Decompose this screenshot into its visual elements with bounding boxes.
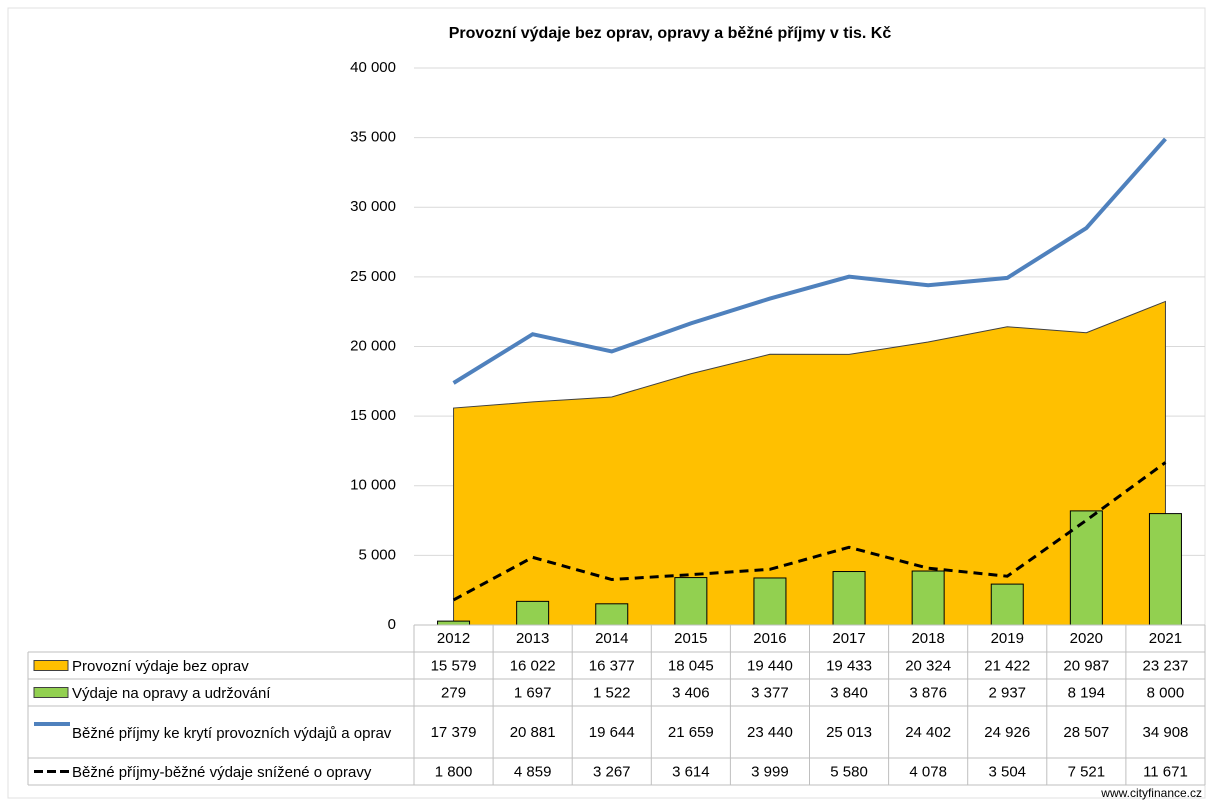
table-cell: 16 022 xyxy=(510,657,556,674)
x-tick-label: 2013 xyxy=(516,630,549,647)
legend-label-box: Běžné příjmy-běžné výdaje snížené o opra… xyxy=(72,764,372,781)
x-tick-label: 2018 xyxy=(911,630,944,647)
table-cell: 24 926 xyxy=(984,724,1030,741)
x-tick-label: 2019 xyxy=(991,630,1024,647)
table-cell: 23 237 xyxy=(1143,657,1189,674)
table-cell: 1 697 xyxy=(514,684,552,701)
y-tick-label: 35 000 xyxy=(350,129,396,146)
x-tick-label: 2016 xyxy=(753,630,786,647)
x-tick-label: 2017 xyxy=(832,630,865,647)
y-tick-label: 0 xyxy=(388,616,396,633)
bar xyxy=(911,570,945,626)
table-cell: 1 522 xyxy=(593,684,631,701)
legend-label-box: Výdaje na opravy a udržování xyxy=(72,685,271,702)
chart-border xyxy=(7,7,1206,799)
table-cell: 3 999 xyxy=(751,763,789,780)
legend-label-box: Běžné příjmy ke krytí provozních výdajů … xyxy=(72,724,392,742)
table-cell: 3 840 xyxy=(830,684,868,701)
legend-swatch xyxy=(33,687,69,698)
table-cell: 25 013 xyxy=(826,724,872,741)
table-cell: 19 644 xyxy=(589,724,635,741)
y-tick-label: 25 000 xyxy=(350,268,396,285)
table-cell: 19 440 xyxy=(747,657,793,674)
table-cell: 21 422 xyxy=(984,657,1030,674)
line xyxy=(452,137,1167,385)
table-cell: 34 908 xyxy=(1143,724,1189,741)
table-cell: 18 045 xyxy=(668,657,714,674)
y-tick-label: 20 000 xyxy=(350,337,396,354)
table-cell: 7 521 xyxy=(1068,763,1106,780)
bar xyxy=(1069,510,1103,626)
legend-label: Běžné příjmy ke krytí provozních výdajů … xyxy=(72,724,392,742)
x-tick-label: 2021 xyxy=(1149,630,1182,647)
bar xyxy=(516,600,550,626)
bar xyxy=(595,603,629,626)
bar xyxy=(832,571,866,626)
legend-label: Provozní výdaje bez oprav xyxy=(72,658,249,675)
table-cell: 279 xyxy=(441,684,466,701)
legend-label: Běžné příjmy-běžné výdaje snížené o opra… xyxy=(72,764,372,781)
legend-swatch xyxy=(33,660,69,671)
x-tick-label: 2015 xyxy=(674,630,707,647)
table-cell: 20 324 xyxy=(905,657,951,674)
table-cell: 8 194 xyxy=(1068,684,1106,701)
bar xyxy=(674,577,708,626)
chart-title: Provozní výdaje bez oprav, opravy a běžn… xyxy=(449,25,892,42)
table-cell: 17 379 xyxy=(431,724,477,741)
y-tick-label: 10 000 xyxy=(350,477,396,494)
x-tick-label: 2014 xyxy=(595,630,628,647)
table-cell: 4 078 xyxy=(909,763,947,780)
table-cell: 20 987 xyxy=(1063,657,1109,674)
bar xyxy=(437,620,471,626)
x-tick-label: 2012 xyxy=(437,630,470,647)
table-cell: 19 433 xyxy=(826,657,872,674)
table-cell: 4 859 xyxy=(514,763,552,780)
table-cell: 20 881 xyxy=(510,724,556,741)
table-cell: 3 876 xyxy=(909,684,947,701)
table-cell: 1 800 xyxy=(435,763,473,780)
table-cell: 24 402 xyxy=(905,724,951,741)
table-cell: 16 377 xyxy=(589,657,635,674)
y-tick-label: 30 000 xyxy=(350,198,396,215)
line xyxy=(452,461,1167,602)
table-cell: 3 406 xyxy=(672,684,710,701)
table-cell: 5 580 xyxy=(830,763,868,780)
y-tick-label: 15 000 xyxy=(350,407,396,424)
area xyxy=(453,300,1166,626)
source: www.cityfinance.cz xyxy=(1100,786,1202,800)
x-tick-label: 2020 xyxy=(1070,630,1103,647)
legend-label: Výdaje na opravy a udržování xyxy=(72,685,271,702)
table-cell: 11 671 xyxy=(1143,763,1188,780)
bar xyxy=(990,583,1024,626)
bar xyxy=(1148,513,1182,626)
table-cell: 8 000 xyxy=(1147,684,1185,701)
table-cell: 23 440 xyxy=(747,724,793,741)
table-cell: 3 504 xyxy=(988,763,1026,780)
y-tick-label: 5 000 xyxy=(358,546,396,563)
table-cell: 15 579 xyxy=(431,657,477,674)
table-cell: 3 267 xyxy=(593,763,631,780)
table-cell: 2 937 xyxy=(988,684,1026,701)
bar xyxy=(753,577,787,626)
table-cell: 3 377 xyxy=(751,684,789,701)
table-cell: 28 507 xyxy=(1063,724,1109,741)
table-cell: 21 659 xyxy=(668,724,714,741)
table-cell: 3 614 xyxy=(672,763,710,780)
y-tick-label: 40 000 xyxy=(350,59,396,76)
legend-label-box: Provozní výdaje bez oprav xyxy=(72,658,249,675)
